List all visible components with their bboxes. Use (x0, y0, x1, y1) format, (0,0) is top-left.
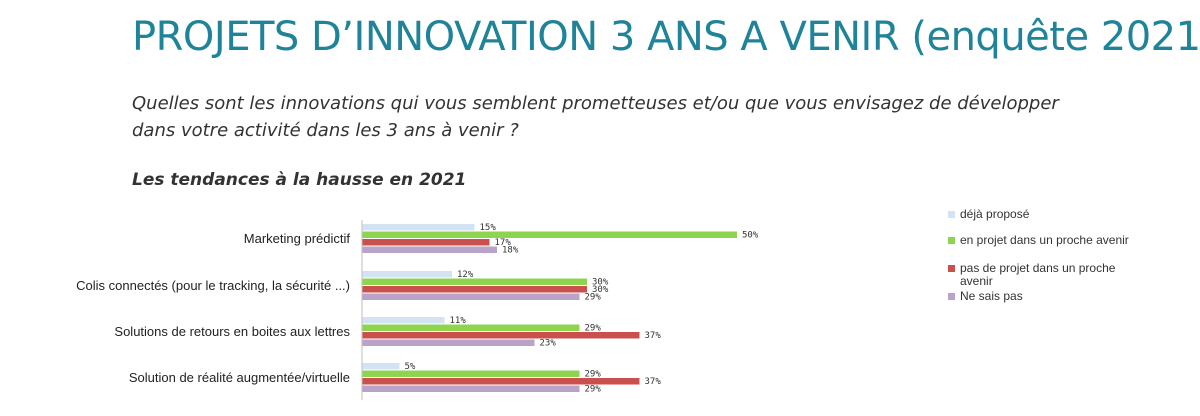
bar (362, 224, 475, 231)
data-label: 29% (585, 293, 602, 303)
bar (362, 363, 400, 370)
data-label: 18% (502, 246, 519, 256)
legend-label: déjà proposé (960, 207, 1030, 221)
category-label: Solution de réalité augmentée/virtuelle (129, 370, 350, 385)
data-label: 50% (742, 231, 759, 241)
bar (362, 294, 580, 301)
bar (362, 271, 452, 278)
legend-label: Ne sais pas (960, 289, 1023, 303)
bar (362, 232, 737, 239)
bar (362, 247, 497, 254)
bar (362, 239, 490, 246)
data-label: 23% (540, 339, 557, 349)
data-label: 37% (645, 331, 662, 341)
data-label: 29% (585, 385, 602, 395)
legend-swatch (948, 237, 955, 244)
bar (362, 332, 640, 339)
legend-swatch (948, 211, 955, 218)
category-label: Solutions de retours en boites aux lettr… (114, 324, 350, 339)
bar (362, 279, 587, 286)
bar (362, 286, 587, 293)
bar (362, 317, 445, 324)
data-label: 37% (645, 377, 662, 387)
legend: déjà proposé en projet dans un proche ave… (948, 207, 1129, 303)
category-label: Marketing prédictif (244, 231, 351, 246)
bar (362, 371, 580, 378)
legend-label: pas de projet dans un proche avenir (960, 261, 1116, 288)
category-label: Colis connectés (pour le tracking, la sé… (76, 278, 350, 293)
bar (362, 386, 580, 393)
bar (362, 325, 580, 332)
bar (362, 340, 535, 347)
legend-swatch (948, 265, 955, 272)
legend-swatch (948, 293, 955, 300)
legend-label: en projet dans un proche avenir (960, 233, 1129, 247)
